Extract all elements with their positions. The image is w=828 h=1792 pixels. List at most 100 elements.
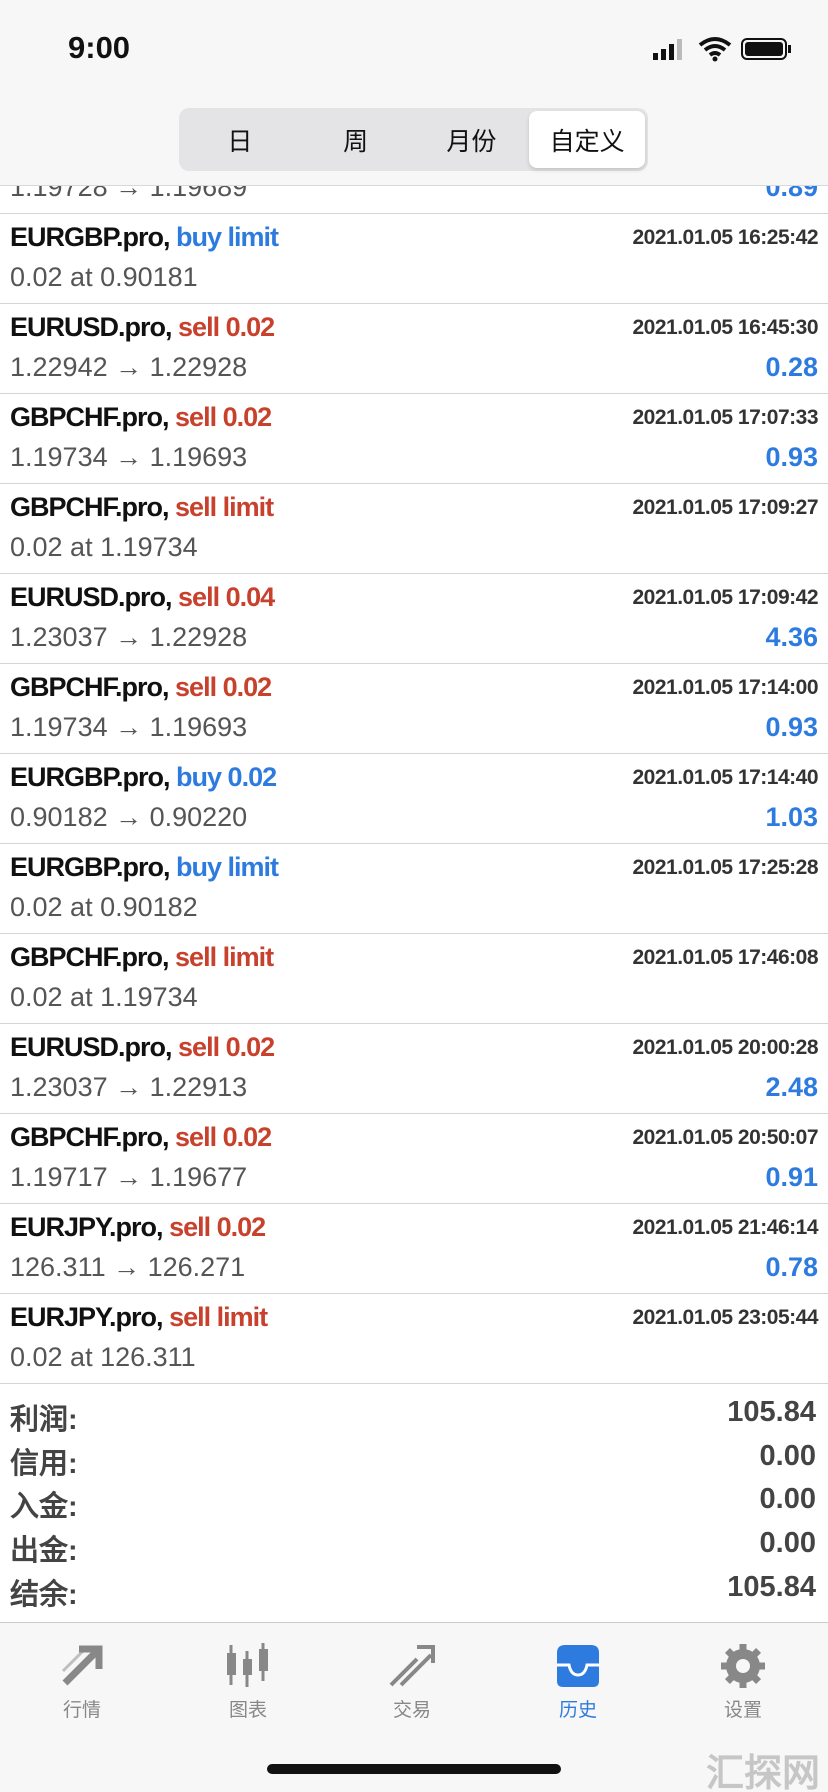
tab-icon [61, 1645, 103, 1686]
trade-row[interactable]: EURGBP.pro, buy limit 2021.01.05 16:25:42… [0, 214, 828, 304]
trade-title: EURJPY.pro, sell limit [10, 1302, 268, 1333]
summary-value: 105.84 [727, 1396, 816, 1428]
profit: 0.93 [765, 442, 818, 472]
tab-item[interactable]: 历史 [518, 1623, 638, 1733]
action: sell 0.04 [178, 582, 275, 612]
profit: 0.89 [765, 185, 818, 202]
prices: 1.22942 → 1.22928 [10, 352, 248, 382]
profit: 0.78 [765, 1252, 818, 1282]
tab-label: 图表 [228, 1700, 267, 1721]
trade-row[interactable]: EURGBP.pro, buy 0.02 2021.01.05 17:14:40 0… [0, 754, 828, 844]
action: sell 0.02 [175, 1122, 272, 1152]
action: buy limit [176, 852, 279, 882]
summary-row: 出金: 0.00 [0, 1527, 828, 1571]
home-indicator [267, 1764, 561, 1774]
prices: 1.23037 → 1.22913 [10, 1072, 248, 1102]
summary-row: 结余: 105.84 [0, 1571, 828, 1615]
summary-value: 105.84 [727, 1570, 816, 1603]
prices: 1.19734 → 1.19693 [10, 442, 248, 472]
trade-time: 2021.01.05 16:25:42 [632, 226, 819, 249]
summary-label: 信用: [10, 1447, 78, 1480]
trade-row[interactable]: GBPCHF.pro, sell 0.02 2021.01.05 20:50:07… [0, 1114, 828, 1204]
profit: 0.28 [765, 352, 818, 382]
trade-time: 2021.01.05 17:14:00 [632, 676, 819, 699]
segment-button[interactable]: 月份 [446, 127, 497, 156]
trade-title: GBPCHF.pro, sell 0.02 [10, 672, 272, 703]
segment-button[interactable]: 周 [343, 127, 369, 156]
action: sell 0.02 [178, 312, 275, 342]
symbol: EURUSD.pro, [10, 312, 173, 342]
trade-title: EURGBP.pro, buy 0.02 [10, 762, 277, 793]
trade-title: EURUSD.pro, sell 0.02 [10, 312, 275, 343]
trade-title: GBPCHF.pro, sell 0.02 [10, 1122, 272, 1153]
trade-row[interactable]: EURJPY.pro, sell limit 2021.01.05 23:05:4… [0, 1294, 828, 1384]
tab-label: 历史 [558, 1700, 597, 1721]
trade-row[interactable]: EURUSD.pro, sell 0.04 2021.01.05 17:09:42… [0, 574, 828, 664]
action: buy 0.02 [176, 762, 277, 792]
profit: 4.36 [765, 622, 818, 652]
tab-icon [557, 1645, 599, 1687]
action: buy limit [176, 222, 279, 252]
trade-row[interactable]: GBPCHF.pro, sell 0.02 2021.01.05 17:14:00… [0, 664, 828, 754]
trade-title: EURUSD.pro, sell 0.02 [10, 1032, 275, 1063]
symbol: GBPCHF.pro, [10, 492, 170, 522]
prices: 1.19717 → 1.19677 [10, 1162, 248, 1192]
trade-row[interactable]: GBPCHF.pro, sell limit 2021.01.05 17:46:0… [0, 934, 828, 1024]
summary-row: 利润: 105.84 [0, 1396, 828, 1440]
trade-row[interactable]: GBPCHF.pro, sell 0.02 2021.01.05 17:07:33… [0, 394, 828, 484]
trade-row[interactable]: GBPCHF.pro, sell limit 2021.01.05 17:09:2… [0, 484, 828, 574]
prices: 0.02 at 0.90182 [10, 892, 198, 922]
prices: 1.19728 → 1.19689 [10, 185, 248, 202]
trade-title: EURGBP.pro, buy limit [10, 852, 279, 883]
segment-button[interactable]: 日 [227, 127, 253, 156]
trade-row[interactable]: EURUSD.pro, sell 0.02 2021.01.05 16:45:30… [0, 304, 828, 394]
trade-row: 1.19728 → 1.19689 0.89 [0, 185, 828, 214]
segment-button[interactable]: 自定义 [529, 111, 645, 168]
action: sell limit [175, 942, 274, 972]
summary-row: 入金: 0.00 [0, 1483, 828, 1527]
tab-item[interactable]: 设置 [683, 1623, 803, 1733]
action: sell limit [169, 1302, 268, 1332]
header: 9:00 日 周 月份 自定义 [0, 0, 828, 186]
trade-title: EURGBP.pro, buy limit [10, 222, 279, 253]
trade-title: GBPCHF.pro, sell limit [10, 492, 274, 523]
trade-row[interactable]: EURUSD.pro, sell 0.02 2021.01.05 20:00:28… [0, 1024, 828, 1114]
symbol: EURJPY.pro, [10, 1302, 164, 1332]
trade-row[interactable]: EURJPY.pro, sell 0.02 2021.01.05 21:46:14… [0, 1204, 828, 1294]
summary-value: 0.00 [759, 1527, 816, 1560]
status-time: 9:00 [68, 30, 131, 65]
trade-time: 2021.01.05 16:45:30 [632, 316, 819, 339]
symbol: EURGBP.pro, [10, 762, 171, 792]
trade-time: 2021.01.05 17:46:08 [632, 946, 819, 969]
summary-value: 0.00 [759, 1483, 816, 1516]
trade-title: GBPCHF.pro, sell limit [10, 942, 274, 973]
status-icons [653, 37, 791, 62]
tab-item[interactable]: 行情 [22, 1623, 142, 1733]
trade-time: 2021.01.05 23:05:44 [632, 1306, 819, 1329]
tab-icon [721, 1644, 765, 1688]
tab-item[interactable]: 图表 [188, 1623, 308, 1733]
trade-time: 2021.01.05 17:09:27 [632, 496, 819, 519]
trade-time: 2021.01.05 17:09:42 [632, 586, 819, 609]
prices: 126.311 → 126.271 [10, 1252, 246, 1282]
summary-label: 结余: [10, 1578, 78, 1611]
symbol: EURUSD.pro, [10, 1032, 173, 1062]
trade-title: GBPCHF.pro, sell 0.02 [10, 402, 272, 433]
prices: 1.19734 → 1.19693 [10, 712, 248, 742]
tab-label: 行情 [62, 1700, 101, 1721]
trade-time: 2021.01.05 17:14:40 [632, 766, 819, 789]
tab-label: 交易 [392, 1700, 431, 1721]
tab-item[interactable]: 交易 [352, 1623, 472, 1733]
tab-label: 设置 [723, 1700, 762, 1721]
summary-label: 出金: [10, 1535, 78, 1568]
tab-icon [389, 1645, 435, 1687]
summary-row: 信用: 0.00 [0, 1440, 828, 1484]
profit: 0.93 [765, 712, 818, 742]
trade-row[interactable]: EURGBP.pro, buy limit 2021.01.05 17:25:28… [0, 844, 828, 934]
tab-bar: 行情 图表 交易 历史 设置 [0, 1622, 828, 1792]
profit: 0.91 [765, 1162, 818, 1192]
prices: 1.23037 → 1.22928 [10, 622, 248, 652]
prices: 0.02 at 1.19734 [10, 982, 198, 1012]
profit: 2.48 [765, 1072, 818, 1102]
